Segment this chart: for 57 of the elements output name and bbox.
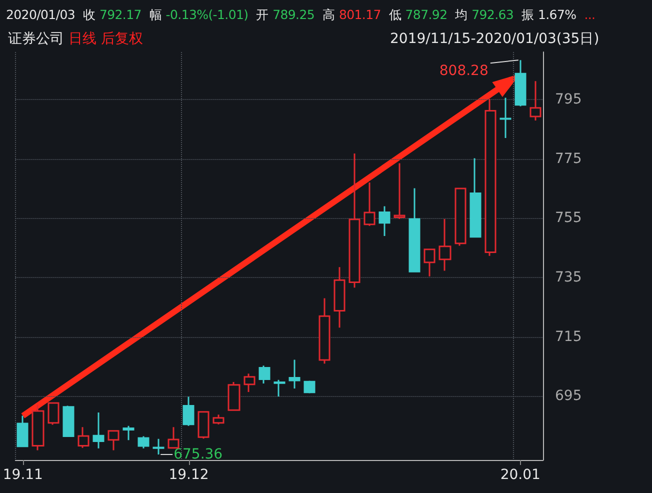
candlestick	[424, 248, 436, 278]
annotation: 808.28	[439, 63, 488, 80]
candlestick	[334, 266, 346, 328]
text: 幅 -0.13%(-1.01)	[149, 7, 248, 22]
candlestick	[92, 412, 104, 450]
chart-subtitle: 2019/11/15-2020/01/03(35日)	[390, 30, 600, 48]
candlestick	[228, 381, 240, 411]
y-tick-label: 775	[555, 150, 582, 167]
candlestick	[152, 438, 164, 456]
candlestick	[274, 379, 286, 398]
x-tick-label: 20.01	[500, 467, 540, 483]
candlestick	[168, 426, 180, 449]
x-tick-label: 19.11	[2, 467, 43, 483]
candlestick	[304, 380, 316, 394]
candlestick	[62, 404, 74, 438]
candlestick	[530, 80, 542, 122]
y-tick-label: 695	[555, 388, 582, 404]
candlestick	[470, 157, 482, 238]
text: 开 789.25	[256, 7, 315, 22]
text: 振 1.67%	[522, 7, 576, 22]
candlestick	[484, 98, 496, 257]
y-tick-label: 715	[555, 328, 582, 345]
candlestick	[138, 436, 150, 450]
candlestick	[244, 372, 256, 393]
text: 收 792.17	[83, 7, 142, 22]
annotation: 675.36	[174, 446, 223, 462]
text: 低 787.92	[388, 7, 448, 22]
candlestick	[348, 152, 360, 288]
y-tick-label: 755	[555, 210, 582, 226]
candlestick	[408, 187, 420, 272]
y-tick-label: 795	[555, 91, 582, 108]
candlestick	[108, 430, 120, 451]
candlestick	[16, 415, 28, 448]
candlestick	[182, 396, 194, 427]
text: 高 801.17	[322, 7, 381, 22]
candlestick	[198, 411, 210, 440]
y-tick-label: 735	[555, 270, 582, 286]
candlestick	[438, 218, 452, 272]
candlestick	[258, 364, 270, 384]
candlestick	[212, 414, 224, 426]
candlestick	[78, 426, 90, 449]
candlestick	[514, 59, 526, 108]
candlestick	[454, 188, 466, 247]
candlestick	[122, 425, 134, 441]
candlestick	[378, 206, 390, 237]
candlestick	[288, 358, 300, 390]
candlestick	[318, 298, 330, 364]
candlestick	[32, 404, 44, 451]
candlestick	[394, 162, 406, 220]
x-tick-label: 19.12	[168, 467, 209, 483]
text: 2020/01/03	[6, 7, 76, 24]
candlestick	[500, 96, 512, 139]
text: 均 792.63	[455, 7, 514, 22]
text: ...	[584, 7, 596, 24]
candlestick	[364, 182, 376, 227]
candlestick	[48, 402, 60, 426]
chart-title: 证券公司 日线 后复权	[8, 31, 143, 47]
